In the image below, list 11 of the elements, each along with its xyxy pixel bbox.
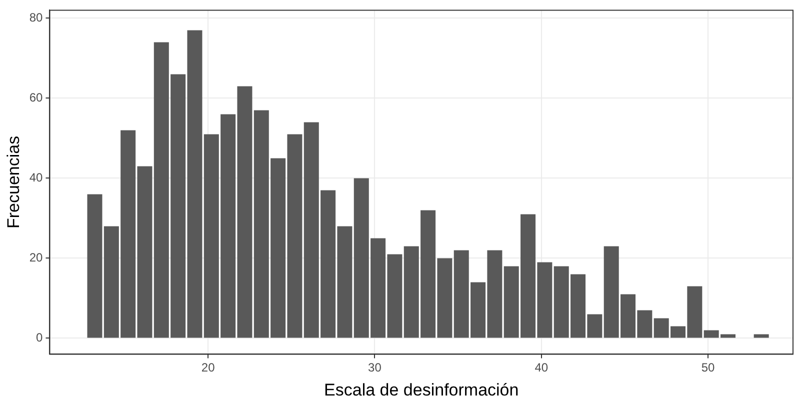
x-axis-title: Escala de desinformación xyxy=(324,380,519,400)
x-tick-label: 50 xyxy=(701,360,716,375)
y-tick-label: 60 xyxy=(29,90,44,105)
y-tick-label: 40 xyxy=(29,170,44,185)
x-tick-label: 20 xyxy=(201,360,216,375)
y-tick-label: 20 xyxy=(29,250,44,265)
y-tick-label: 0 xyxy=(36,330,44,345)
x-tick-label: 30 xyxy=(368,360,382,375)
y-axis-title: Frecuencias xyxy=(4,136,23,229)
y-tick-label: 80 xyxy=(29,10,44,25)
x-tick-label: 40 xyxy=(534,360,548,375)
